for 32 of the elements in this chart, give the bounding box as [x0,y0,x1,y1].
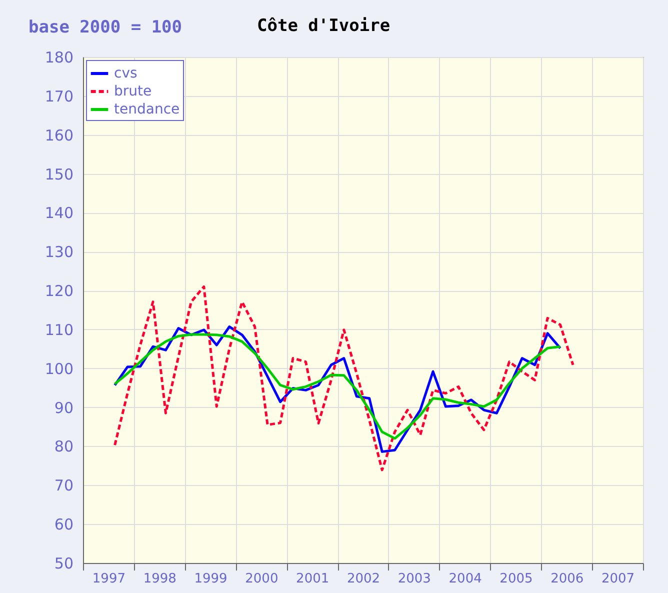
y-tick-label: 170 [44,87,74,106]
y-tick-label: 70 [54,476,74,495]
y-tick-label: 100 [44,360,74,378]
x-tick-label: 2007 [602,572,635,586]
chart-title: Côte d'Ivoire [257,16,390,36]
x-tick-label: 2006 [550,572,584,586]
y-tick-label: 140 [44,204,74,222]
line-series [114,285,574,472]
legend-label: brute [114,84,152,100]
x-tick-label: 1999 [194,572,228,586]
y-tick-label: 110 [44,320,74,339]
y-tick-label: 80 [54,438,74,456]
x-tick-label: 2004 [448,572,482,586]
x-tick-label: 2005 [500,572,533,586]
y-axis-title: base 2000 = 100 [28,18,182,38]
y-tick-label: 130 [44,243,74,262]
x-tick-label: 1998 [143,572,176,586]
y-tick-label: 160 [44,126,74,144]
y-tick-label: 60 [54,516,74,534]
y-tick-label: 50 [54,554,74,572]
legend-label: cvs [114,66,138,82]
x-tick-label: 2003 [398,572,431,586]
y-tick-label: 150 [44,165,74,184]
x-tick-label: 1997 [92,572,126,586]
line-series [114,333,562,440]
x-tick-label: 2000 [245,572,278,586]
y-tick-label: 120 [44,282,74,300]
legend-label: tendance [114,102,180,118]
y-tick-label: 90 [54,398,74,417]
x-tick-label: 2001 [296,572,330,586]
y-tick-label: 180 [44,48,74,66]
x-tick-label: 2002 [346,572,380,586]
